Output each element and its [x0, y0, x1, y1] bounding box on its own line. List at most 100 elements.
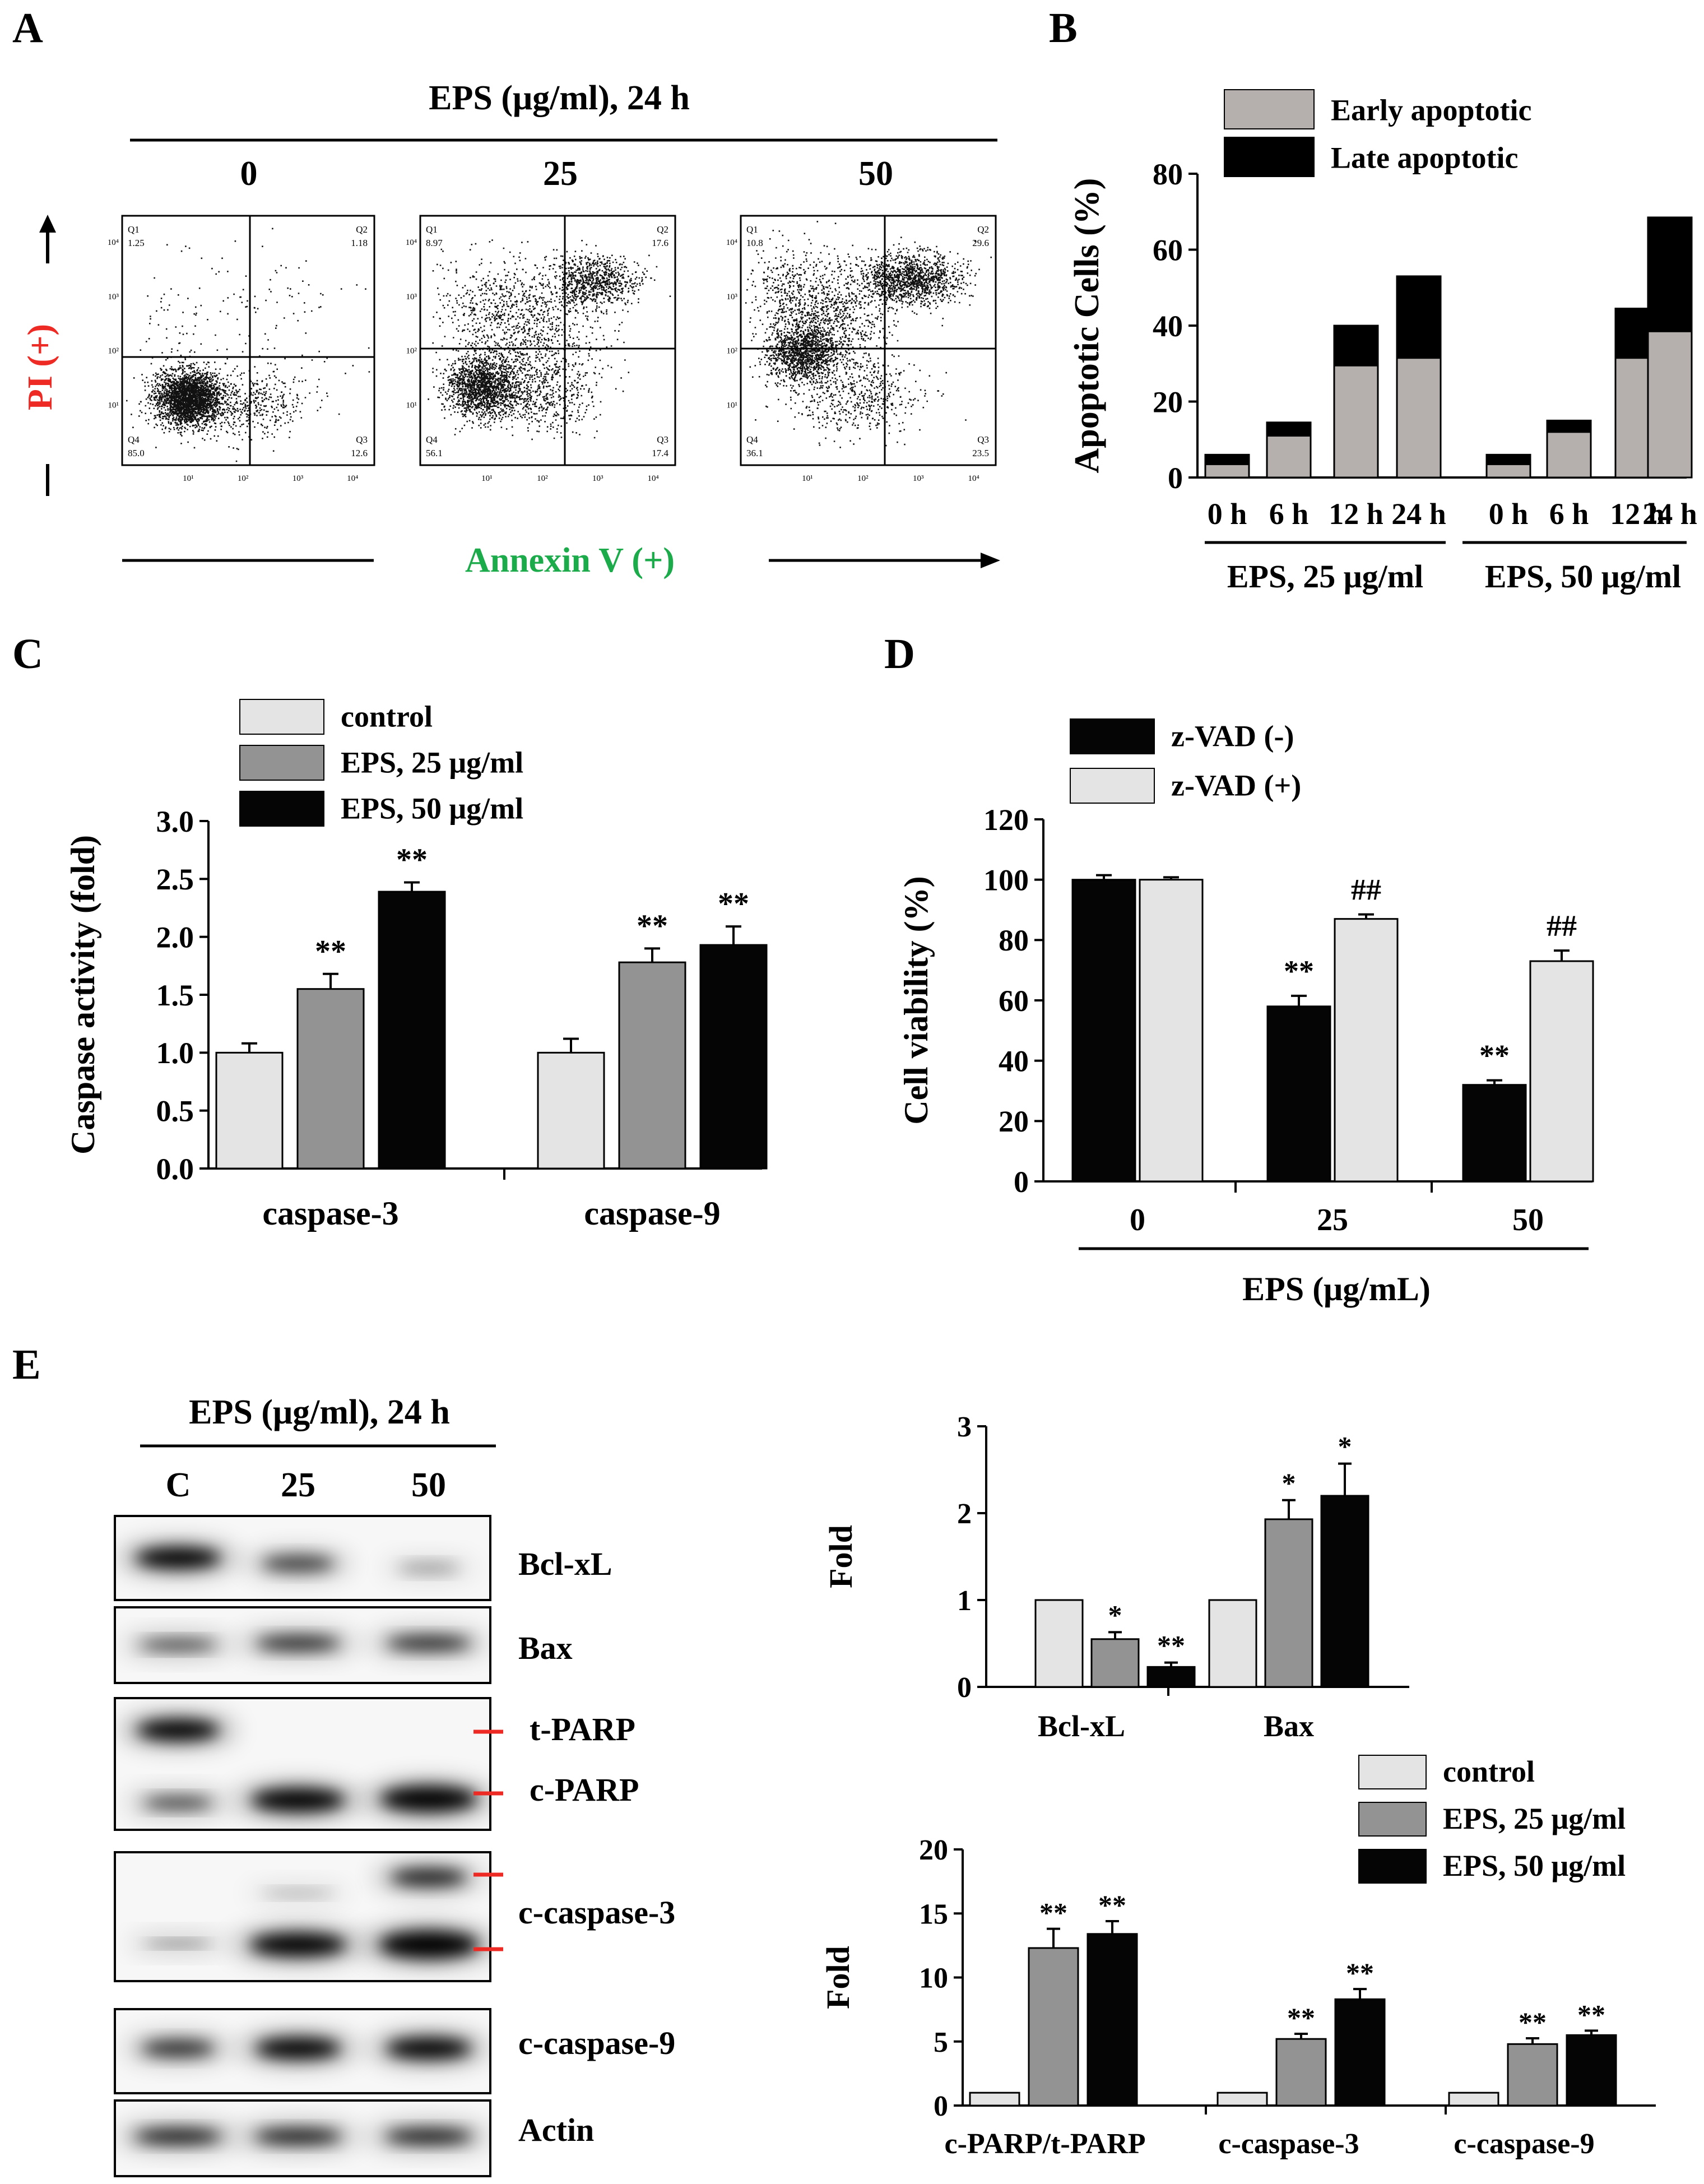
y-axis-title: Fold [820, 1946, 856, 2009]
blot-band [387, 1636, 471, 1650]
flow-y-tick: 10³ [108, 293, 119, 302]
bar-early-apoptotic [1204, 463, 1250, 479]
flow-condition-0: 0 [240, 155, 258, 193]
bar [1462, 1084, 1527, 1183]
significance-mark: ** [1039, 1897, 1067, 1928]
y-tick-label: 100 [983, 864, 1029, 897]
y-tick-label: 1.5 [156, 979, 194, 1012]
significance-mark: ** [1519, 2006, 1547, 2038]
quadrant-name-q3: Q3 [977, 434, 989, 445]
panel-e-bottom-fold-chart: 0 5 10 15 20 Fold ** ** c-PARP/t-PARP ** ** c-caspa… [820, 1755, 1656, 2160]
blot-lane-25: 25 [281, 1466, 315, 1504]
legend-label: EPS, 25 μg/ml [341, 745, 523, 779]
blot-label-actin: Actin [518, 2112, 594, 2148]
significance-mark: * [1338, 1431, 1352, 1462]
bar [1566, 2034, 1617, 2107]
legend-swatch [1224, 89, 1315, 129]
x-tick-label: 0 h [1489, 497, 1529, 531]
blot-band [379, 1931, 478, 1958]
x-tick-label: 12 h [1610, 497, 1665, 531]
flow-y-arrow-head [39, 215, 56, 233]
flow-x-tick: 10⁴ [347, 474, 358, 483]
quadrant-value-q3: 23.5 [972, 448, 989, 458]
legend-swatch [239, 745, 324, 781]
legend-label: control [341, 699, 433, 733]
significance-mark: * [1108, 1599, 1122, 1630]
blot-band [143, 1797, 213, 1809]
legend-swatch [1358, 1802, 1427, 1837]
blot-band [381, 1787, 476, 1811]
flow-y-label: PI (+) [21, 324, 59, 410]
y-tick-label: 0 [934, 2090, 948, 2122]
quadrant-value-q1: 10.8 [746, 238, 763, 248]
flow-plot-frame [121, 215, 375, 466]
y-tick-label: 5 [934, 2027, 948, 2058]
y-tick-label: 40 [1153, 309, 1183, 343]
quadrant-name-q4: Q4 [746, 434, 758, 445]
x-tick-label: caspase-3 [262, 1195, 398, 1232]
blot-band [391, 1869, 467, 1886]
bar [969, 2092, 1020, 2107]
blot-lane-c: C [166, 1466, 191, 1504]
flow-events [745, 221, 992, 448]
quadrant-name-q1: Q1 [426, 224, 438, 235]
x-axis-title: EPS (μg/mL) [1242, 1270, 1431, 1307]
bar [1139, 879, 1204, 1183]
y-tick-label: 60 [1153, 233, 1183, 267]
flow-x-tick: 10¹ [481, 474, 493, 483]
y-tick-label: 2 [957, 1498, 972, 1530]
panel-label-a: A [12, 4, 43, 52]
bar-early-apoptotic [1546, 431, 1592, 479]
flow-x-tick: 10² [857, 474, 869, 483]
x-tick-label: 0 [1130, 1203, 1145, 1237]
significance-mark: ** [315, 934, 346, 969]
blot-strip-5 [114, 2008, 491, 2094]
quadrant-value-q1: 1.25 [128, 238, 145, 248]
bar [1087, 1933, 1138, 2107]
significance-mark: ** [1577, 1998, 1605, 2030]
panel-label-b: B [1049, 4, 1078, 52]
quadrant-value-q2: 29.6 [972, 238, 989, 248]
blot-band [254, 2130, 342, 2143]
legend-swatch [1070, 768, 1155, 804]
flow-y-tick: 10¹ [108, 401, 119, 410]
panel-label-e: E [12, 1341, 41, 1388]
blot-band [137, 1720, 219, 1740]
blot-strip-1 [114, 1515, 491, 1601]
blot-band [134, 2130, 222, 2143]
y-tick-label: 80 [999, 924, 1029, 957]
quadrant-value-q3: 17.4 [652, 448, 668, 458]
quadrant-name-q1: Q1 [128, 224, 140, 235]
significance-mark: ** [1284, 954, 1314, 988]
significance-mark: ** [1479, 1039, 1510, 1073]
y-tick-label: 20 [1153, 385, 1183, 419]
blot-label-c-caspase-9: c-caspase-9 [518, 2025, 675, 2061]
bar-early-apoptotic [1266, 434, 1312, 479]
bar-late-apoptotic [1546, 419, 1592, 433]
bar-early-apoptotic [1647, 330, 1693, 479]
flow-plot-25: Q1 8.97 Q2 17.6 Q4 56.1 Q3 17.4 10¹ 10² 10³ 10⁴ 10¹ 1… [406, 215, 676, 483]
bar-early-apoptotic [1333, 364, 1379, 479]
significance-mark: ** [1287, 2002, 1315, 2033]
bar [1028, 1947, 1079, 2107]
legend-label: z-VAD (-) [1171, 719, 1294, 753]
y-tick-label: 0 [1168, 461, 1183, 495]
bar [1334, 918, 1399, 1183]
blot-strip-2 [114, 1606, 491, 1684]
x-tick-label: Bax [1264, 1709, 1314, 1743]
flow-y-tick: 10³ [727, 293, 738, 302]
flow-x-label: Annexin V (+) [465, 541, 675, 579]
flow-x-tick: 10² [537, 474, 548, 483]
legend-swatch [239, 791, 324, 827]
bar-late-apoptotic [1647, 216, 1693, 332]
blot-label-bclxl: Bcl-xL [518, 1546, 612, 1582]
legend-label: Early apoptotic [1331, 94, 1532, 127]
significance-mark: ** [718, 887, 749, 921]
significance-mark: ## [1547, 909, 1577, 943]
panel-e-western-blot: EPS (μg/ml), 24 h C 25 50 Bcl-xL Bax t-P… [114, 1393, 675, 2177]
flow-x-tick: 10² [238, 474, 249, 483]
blot-lane-50: 50 [411, 1466, 446, 1504]
bar [215, 1051, 284, 1170]
